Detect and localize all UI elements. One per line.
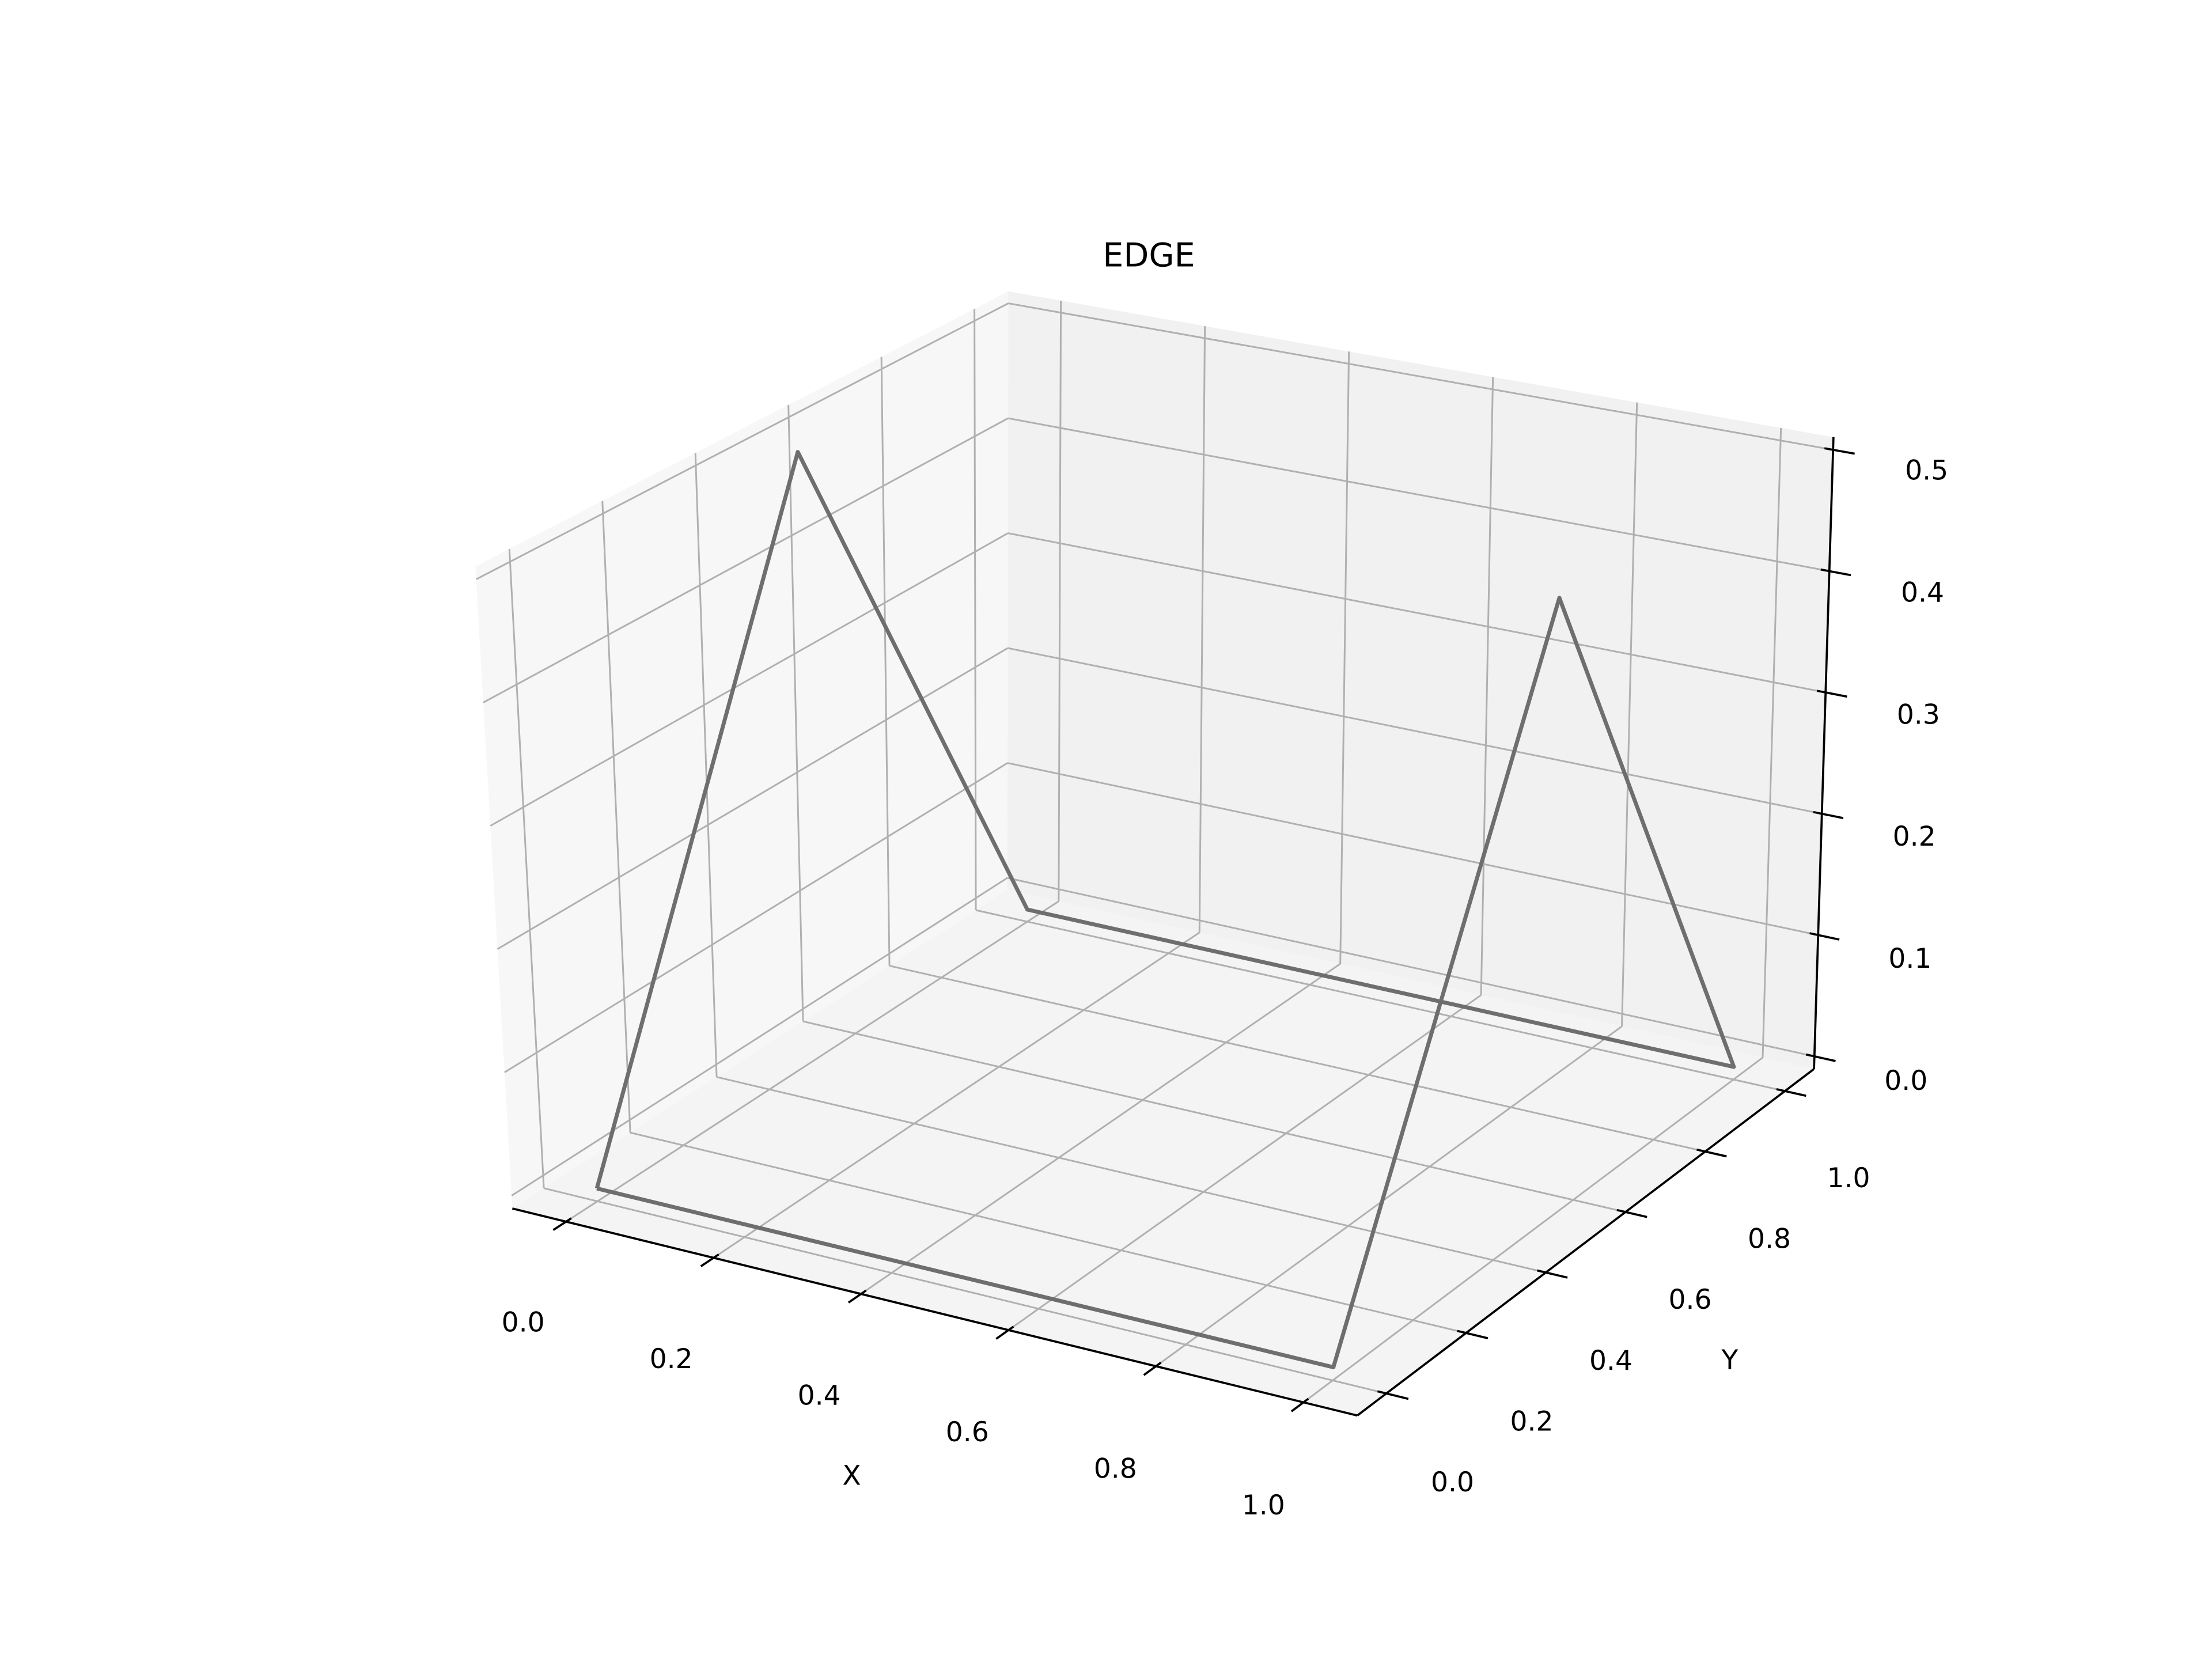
y-tick-label: 0.2: [1510, 1406, 1554, 1437]
back-pane: [1007, 291, 1834, 1069]
grid-line: [1302, 1056, 1763, 1403]
grid-line: [504, 762, 1008, 1073]
x-axis-line: [512, 1207, 1358, 1417]
grid-line: [1007, 762, 1819, 936]
x-tick-label: 0.8: [1094, 1453, 1137, 1484]
x-tick: [700, 1253, 719, 1267]
grid-line: [1480, 377, 1494, 995]
x-tick: [847, 1289, 867, 1304]
z-tick: [1820, 568, 1851, 577]
grid-line: [1007, 417, 1830, 572]
grid-line: [802, 1020, 1626, 1213]
y-tick-label: 0.8: [1748, 1223, 1791, 1255]
y-tick: [1457, 1330, 1488, 1339]
x-tick-label: 0.0: [502, 1306, 545, 1338]
z-axis-line: [1813, 437, 1835, 1069]
y-tick-label: 0.0: [1431, 1467, 1474, 1498]
grid-line: [787, 404, 804, 1022]
y-tick-label: 0.4: [1589, 1345, 1633, 1377]
z-tick: [1824, 447, 1855, 455]
grid-line: [1155, 1025, 1623, 1367]
y-tick: [1776, 1088, 1806, 1097]
grid-line: [475, 302, 1009, 580]
z-tick-label: 0.0: [1884, 1065, 1927, 1097]
z-tick: [1805, 1053, 1836, 1062]
z-tick-label: 0.1: [1888, 943, 1931, 975]
grid-line: [1007, 994, 1482, 1331]
y-tick-label: 0.6: [1668, 1284, 1711, 1316]
y-axis-label: Y: [1721, 1344, 1738, 1376]
grid-line: [713, 931, 1200, 1259]
x-tick: [552, 1217, 572, 1231]
grid-line: [1762, 427, 1782, 1058]
grid-line: [1339, 351, 1350, 964]
y-axis-line: [1357, 1068, 1815, 1416]
grid-line: [630, 1131, 1467, 1334]
grid-line: [889, 965, 1706, 1153]
x-tick-label: 0.6: [946, 1416, 989, 1448]
grid-line: [565, 900, 1059, 1223]
left-pane: [475, 291, 1009, 1209]
y-tick-label: 1.0: [1827, 1162, 1870, 1194]
grid-line: [694, 453, 718, 1077]
grid-line: [1621, 402, 1638, 1027]
x-tick: [1143, 1362, 1162, 1376]
z-tick-label: 0.4: [1901, 577, 1944, 609]
grid-line: [601, 501, 631, 1133]
grid-line: [1058, 300, 1062, 902]
grid-line: [1007, 877, 1815, 1058]
y-tick: [1536, 1269, 1568, 1279]
grid-line: [1198, 326, 1206, 933]
z-tick: [1809, 932, 1840, 941]
floor-pane: [512, 889, 1815, 1416]
grid-line: [1007, 647, 1823, 815]
z-tick-label: 0.2: [1893, 821, 1936, 853]
grid-line: [1007, 532, 1826, 694]
grid-line: [543, 1187, 1387, 1395]
grid-line: [508, 548, 545, 1188]
x-tick-label: 0.2: [650, 1343, 693, 1375]
chart-title: EDGE: [1103, 237, 1195, 275]
edge-line: [594, 450, 1736, 1369]
x-tick-label: 1.0: [1242, 1490, 1285, 1521]
y-tick: [1377, 1390, 1409, 1400]
grid-line: [490, 532, 1009, 827]
grid-line: [511, 877, 1008, 1196]
y-tick: [1696, 1148, 1727, 1158]
x-axis-label: X: [842, 1460, 861, 1492]
x-tick: [995, 1325, 1014, 1340]
grid-line: [860, 963, 1341, 1295]
z-tick: [1817, 690, 1847, 698]
grid-line: [1008, 302, 1834, 451]
z-tick-label: 0.5: [1905, 455, 1948, 487]
x-tick: [1290, 1397, 1309, 1412]
z-tick-label: 0.3: [1897, 699, 1940, 730]
grid-line: [716, 1076, 1546, 1274]
z-tick: [1813, 810, 1844, 820]
y-tick: [1616, 1209, 1647, 1218]
grid-line: [975, 909, 1785, 1092]
x-tick-label: 0.4: [798, 1380, 841, 1411]
grid-line: [483, 417, 1009, 703]
grid-line: [880, 357, 891, 966]
